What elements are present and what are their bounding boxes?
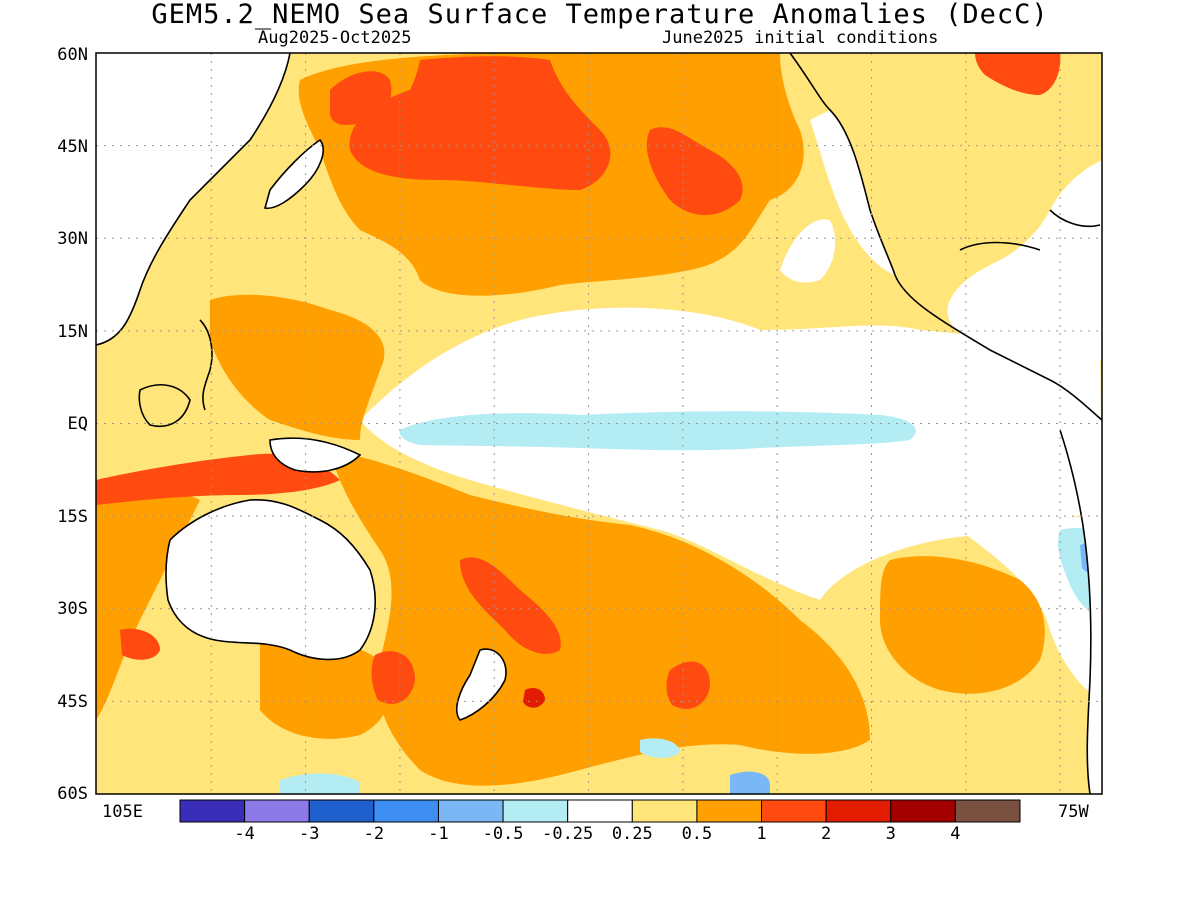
neutral-california-patch (780, 219, 836, 283)
north-america-coastline (789, 53, 1051, 381)
south-america-landmass (1050, 380, 1102, 794)
colorbar-label: -1 (428, 824, 449, 844)
south-pacific-strong-warm (460, 557, 561, 654)
colorbar-swatch (825, 799, 892, 823)
lat-label: 30S (57, 599, 88, 619)
new-zealand-coastline (455, 648, 507, 721)
graticule (96, 53, 1102, 794)
colorbar-swatch (437, 799, 504, 823)
new-zealand-landmass (456, 649, 506, 720)
colorbar-swatch (890, 799, 956, 823)
neutral-equatorial-zone (360, 307, 1102, 600)
southern-cool-patch-2 (640, 738, 680, 758)
colorbar-label: 0.25 (611, 824, 653, 844)
lat-label: 45S (57, 692, 88, 712)
colorbar (179, 799, 1021, 823)
colorbar-swatch (179, 799, 246, 823)
colorbar-swatch (954, 799, 1021, 823)
south-pacific-strong-warm-2 (666, 661, 710, 709)
australia-coastline (165, 499, 376, 661)
new-guinea-landmass (270, 438, 360, 472)
equatorial-cool-tongue (399, 411, 916, 451)
colorbar-swatch (502, 799, 569, 823)
lon-label-east: 75W (1058, 802, 1089, 822)
southern-cool-patch (280, 773, 360, 794)
forecast-period: Aug2025-Oct2025 (258, 28, 412, 48)
colorbar-label: -0.5 (482, 824, 524, 844)
southeast-pacific-warm (880, 556, 1045, 694)
borneo-coastline (138, 384, 191, 427)
southern-cool-patch-3 (730, 771, 770, 794)
colorbar-label: -4 (234, 824, 255, 844)
west-pacific-warm (210, 294, 385, 440)
tasman-strong-warm (371, 651, 415, 704)
coastlines (96, 53, 1102, 794)
plot-frame (95, 52, 1103, 795)
lat-label: 15N (57, 322, 88, 342)
alaska-strong-warm (975, 53, 1061, 95)
colorbar-swatch (761, 799, 827, 823)
lon-label-west: 105E (102, 802, 143, 822)
lat-label: 60S (57, 784, 88, 804)
south-america-coastline (1049, 379, 1102, 794)
maritime-strong-warm (96, 453, 340, 505)
south-coast-strong-warm (120, 628, 160, 660)
lat-label: EQ (67, 414, 88, 434)
lat-label: 45N (57, 137, 88, 157)
colorbar-label: 0.5 (681, 824, 713, 844)
philippines-coastline (199, 319, 213, 411)
colorbar-label: -3 (298, 824, 320, 844)
colorbar-swatch (631, 799, 698, 823)
north-america-landmass (790, 53, 1102, 370)
colorbar-label: 1 (756, 824, 767, 844)
australia-landmass (165, 499, 376, 660)
colorbar-swatch (567, 799, 633, 823)
colorbar-label: 2 (821, 824, 832, 844)
colorbar-swatch (308, 799, 375, 823)
asia-landmass (96, 53, 290, 345)
asia-coastline (96, 53, 291, 346)
north-pacific-strong-warm (349, 56, 611, 190)
lat-label: 60N (57, 45, 88, 65)
north-pacific-strong-warm-2 (646, 127, 743, 215)
colorbar-label: -2 (363, 824, 385, 844)
japan-landmass (265, 140, 324, 209)
colorbar-label: 3 (885, 824, 896, 844)
anomaly-field (96, 53, 1102, 794)
gulf-coastline (959, 209, 1101, 251)
tasman-warm (260, 636, 391, 739)
lat-label: 30N (57, 229, 88, 249)
colorbar-swatch (244, 799, 310, 823)
map-title: GEM5.2_NEMO Sea Surface Temperature Anom… (151, 0, 1049, 30)
japan-coastline (263, 138, 324, 210)
lat-label: 15S (57, 507, 88, 527)
colorbar-swatch (696, 799, 763, 823)
southern-very-strong-warm (523, 688, 545, 708)
new-guinea-coastline (269, 437, 362, 473)
initial-conditions: June2025 initial conditions (662, 28, 939, 48)
colorbar-label: 4 (950, 824, 961, 844)
japan-strong-warm (330, 71, 392, 125)
colorbar-swatch (373, 799, 439, 823)
colorbar-label: -0.25 (542, 824, 594, 844)
